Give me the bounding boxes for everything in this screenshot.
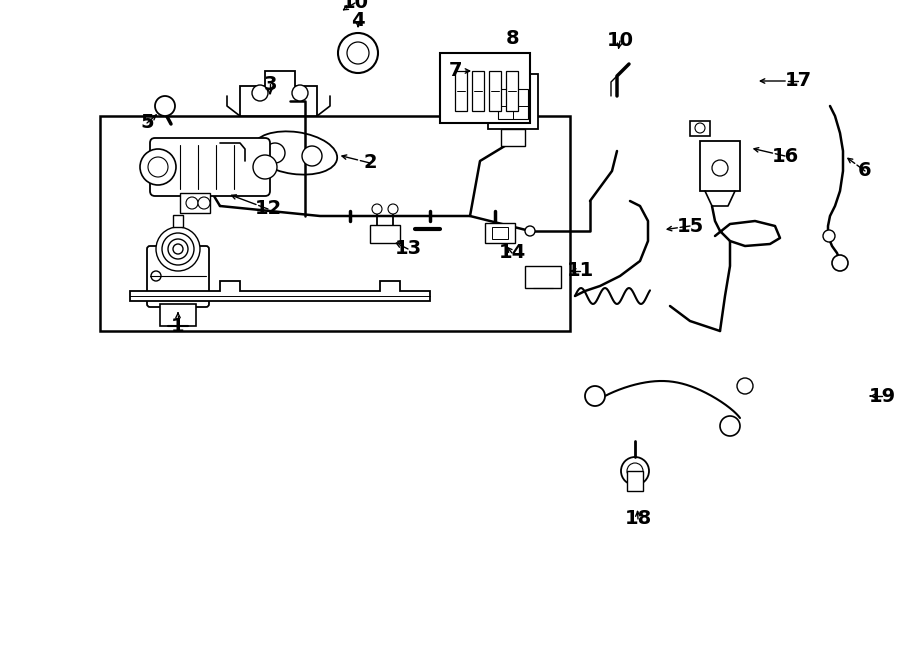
Bar [455, 71, 467, 111]
Circle shape [720, 416, 740, 436]
Bar [485, 223, 515, 243]
Circle shape [737, 378, 753, 394]
Bar [525, 266, 561, 288]
Circle shape [525, 226, 535, 236]
Text: 18: 18 [625, 510, 652, 529]
Bar [100, 116, 570, 331]
Circle shape [252, 85, 268, 101]
Bar [498, 89, 528, 119]
Text: 3: 3 [263, 75, 277, 93]
Text: 15: 15 [677, 217, 704, 235]
Bar [472, 71, 484, 111]
Circle shape [832, 255, 848, 271]
Bar [501, 129, 525, 146]
Bar [173, 215, 183, 227]
Bar [488, 74, 538, 129]
Circle shape [823, 230, 835, 242]
Polygon shape [690, 121, 710, 136]
Ellipse shape [253, 132, 338, 175]
FancyBboxPatch shape [150, 138, 270, 196]
Circle shape [156, 227, 200, 271]
Bar [160, 304, 196, 326]
Text: 2: 2 [364, 153, 377, 173]
Circle shape [151, 271, 161, 281]
Bar [627, 471, 643, 491]
Circle shape [585, 386, 605, 406]
Text: 10: 10 [607, 32, 634, 50]
Text: 4: 4 [351, 11, 364, 30]
Text: 10: 10 [341, 0, 368, 13]
Bar [506, 71, 518, 111]
Bar [700, 141, 740, 191]
Circle shape [265, 143, 285, 163]
Bar [440, 53, 530, 123]
Text: 12: 12 [255, 200, 282, 219]
Circle shape [292, 85, 308, 101]
Circle shape [302, 146, 322, 166]
Text: 6: 6 [859, 161, 872, 180]
Circle shape [173, 244, 183, 254]
FancyBboxPatch shape [147, 246, 209, 307]
Circle shape [155, 96, 175, 116]
Circle shape [198, 197, 210, 209]
Text: 14: 14 [499, 243, 526, 262]
Bar [492, 227, 508, 239]
Text: 8: 8 [506, 30, 520, 48]
Circle shape [162, 233, 194, 265]
Circle shape [372, 204, 382, 214]
Circle shape [253, 155, 277, 179]
Circle shape [140, 149, 176, 185]
Circle shape [186, 197, 198, 209]
Text: 1: 1 [171, 317, 184, 336]
Text: 13: 13 [394, 239, 421, 258]
Text: 17: 17 [785, 71, 812, 91]
Circle shape [347, 42, 369, 64]
Circle shape [695, 123, 705, 133]
Text: 16: 16 [771, 147, 798, 165]
Text: 11: 11 [566, 262, 594, 280]
Circle shape [148, 157, 168, 177]
Text: 19: 19 [868, 387, 896, 405]
Bar [180, 193, 210, 213]
Polygon shape [240, 71, 317, 116]
Circle shape [388, 204, 398, 214]
Text: 5: 5 [140, 114, 154, 132]
Circle shape [712, 160, 728, 176]
Polygon shape [130, 281, 430, 301]
Circle shape [621, 457, 649, 485]
Circle shape [168, 239, 188, 259]
Circle shape [627, 463, 643, 479]
Circle shape [338, 33, 378, 73]
Bar [489, 71, 501, 111]
Bar [370, 225, 400, 243]
Text: 7: 7 [448, 61, 462, 81]
